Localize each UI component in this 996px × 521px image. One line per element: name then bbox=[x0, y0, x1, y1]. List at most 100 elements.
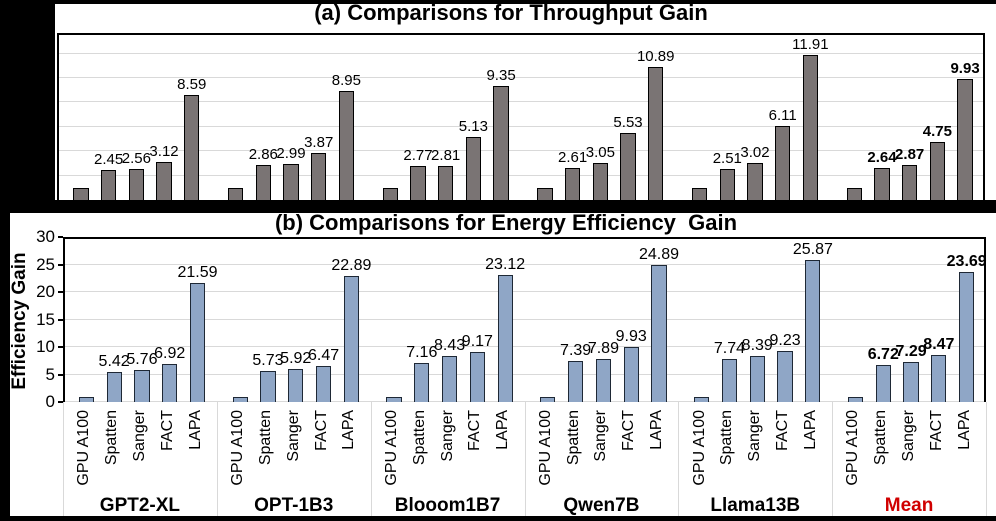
bar-sanger bbox=[903, 361, 919, 402]
bar-gpu-a100 bbox=[386, 396, 402, 402]
y-axis-tick-label: 10 bbox=[36, 337, 55, 356]
bar-value-label: 3.12 bbox=[149, 142, 179, 160]
x-tick-label-slot: Spatten bbox=[716, 410, 738, 502]
bar-fact bbox=[315, 366, 332, 402]
x-tick-label: LAPA bbox=[340, 410, 358, 450]
y-axis-tick-mark bbox=[58, 263, 63, 266]
y-axis-tick-label: 5 bbox=[45, 364, 55, 384]
bar-value-label: 6.92 bbox=[154, 344, 186, 362]
bar-sanger bbox=[441, 355, 458, 402]
bar-value-label: 2.51 bbox=[712, 150, 742, 168]
category-separator bbox=[678, 402, 680, 516]
chart-b-title: (b) Comparisons for Energy Efficiency Ga… bbox=[274, 213, 738, 235]
x-tick-label: LAPA bbox=[955, 410, 973, 450]
category-separator bbox=[216, 402, 218, 516]
x-tick-label-slot: FACT bbox=[464, 410, 486, 502]
bar-spatten bbox=[721, 359, 738, 402]
bar-gpu-a100 bbox=[694, 396, 710, 402]
x-tick-label-slot: Sanger bbox=[590, 410, 612, 502]
x-tick-label: FACT bbox=[620, 410, 638, 451]
x-tick-label-slot: GPU A100 bbox=[73, 410, 95, 502]
bar-value-label: 6.72 bbox=[867, 346, 899, 364]
x-tick-label: Sanger bbox=[284, 410, 302, 462]
bar-value-label: 23.12 bbox=[485, 255, 526, 273]
bar-value-label: 5.73 bbox=[252, 351, 284, 369]
bar-spatten bbox=[101, 170, 117, 200]
bar-sanger bbox=[747, 163, 763, 200]
chart-a-plot-area: 2.45 2.56 3.12 8.59 2.86 2.99 3.87 8.95 2.77 2.81… bbox=[57, 33, 985, 200]
bar-lapa bbox=[343, 276, 359, 402]
bar-spatten bbox=[255, 165, 271, 200]
x-tick-label: Spatten bbox=[256, 410, 274, 466]
x-tick-label-slot: Spatten bbox=[870, 410, 892, 502]
bar-lapa bbox=[651, 265, 667, 402]
category-separator bbox=[370, 402, 372, 516]
bar-gpu-a100 bbox=[78, 396, 94, 402]
bar-gpu-a100 bbox=[846, 187, 862, 200]
bar-value-label: 2.56 bbox=[121, 149, 151, 167]
x-tick-label: Sanger bbox=[900, 410, 918, 462]
y-axis-tick-label: 20 bbox=[36, 282, 55, 301]
y-axis-tick-mark bbox=[58, 236, 63, 238]
chart-a-panel: (a) Comparisons for Throughput Gain 2.45… bbox=[55, 4, 996, 200]
bar-gpu-a100 bbox=[73, 187, 89, 200]
gridline bbox=[59, 52, 983, 54]
bar-fact bbox=[156, 161, 172, 200]
bar-sanger bbox=[595, 358, 611, 402]
bar-value-label: 5.13 bbox=[458, 118, 488, 136]
bar-spatten bbox=[719, 169, 735, 200]
bar-value-label: 10.89 bbox=[636, 48, 675, 66]
x-tick-label-slot: GPU A100 bbox=[842, 410, 864, 502]
x-tick-label-slot: Spatten bbox=[563, 410, 585, 502]
bar-lapa bbox=[189, 283, 206, 402]
category-separator bbox=[986, 402, 987, 516]
bar-lapa bbox=[493, 86, 509, 200]
gridline bbox=[59, 174, 983, 176]
category-separator bbox=[832, 402, 834, 516]
x-tick-label-slot: GPU A100 bbox=[381, 410, 403, 502]
bar-gpu-a100 bbox=[847, 396, 864, 402]
x-tick-label-slot: Sanger bbox=[129, 410, 151, 502]
bar-value-label: 7.16 bbox=[406, 343, 438, 361]
x-tick-label: GPU A100 bbox=[536, 410, 554, 486]
x-tick-label: GPU A100 bbox=[229, 410, 247, 486]
gridline bbox=[65, 318, 984, 320]
bar-sanger bbox=[283, 163, 299, 200]
bar-spatten bbox=[410, 166, 426, 200]
bar-value-label: 2.45 bbox=[94, 151, 124, 169]
x-tick-label-slot: FACT bbox=[926, 410, 948, 502]
bar-fact bbox=[777, 351, 793, 402]
x-tick-label-slot: Sanger bbox=[744, 410, 766, 502]
bar-value-label: 6.11 bbox=[768, 106, 797, 124]
bar-value-label: 7.89 bbox=[587, 339, 619, 357]
x-tick-label: LAPA bbox=[801, 410, 819, 450]
x-tick-label-slot: FACT bbox=[311, 410, 333, 502]
bar-value-label: 21.59 bbox=[177, 264, 218, 282]
chart-b-panel: (b) Comparisons for Energy Efficiency Ga… bbox=[10, 213, 996, 516]
x-tick-label-slot: LAPA bbox=[800, 410, 822, 502]
bar-value-label: 2.86 bbox=[248, 146, 278, 164]
bar-value-label: 2.61 bbox=[558, 149, 588, 167]
bar-value-label: 3.87 bbox=[304, 133, 334, 151]
y-axis-tick-mark bbox=[58, 373, 63, 376]
x-axis-line bbox=[65, 401, 984, 402]
x-tick-label: GPU A100 bbox=[690, 410, 708, 486]
y-axis-tick-mark bbox=[58, 318, 63, 321]
x-tick-label: FACT bbox=[774, 410, 792, 451]
x-tick-label: FACT bbox=[312, 410, 330, 451]
bar-value-label: 9.93 bbox=[615, 328, 647, 346]
category-label-mean: Mean bbox=[884, 495, 934, 516]
x-tick-label: GPU A100 bbox=[844, 410, 862, 486]
bar-spatten bbox=[260, 370, 276, 402]
bar-value-label: 8.95 bbox=[331, 71, 361, 89]
category-separator bbox=[524, 402, 526, 516]
bar-value-label: 5.42 bbox=[98, 353, 130, 371]
bar-value-label: 2.81 bbox=[431, 146, 461, 164]
x-tick-label-slot: LAPA bbox=[646, 410, 668, 502]
x-tick-label: LAPA bbox=[186, 410, 204, 450]
x-tick-label-slot: GPU A100 bbox=[689, 410, 711, 502]
gridline bbox=[59, 77, 983, 79]
category-label-blooom1b7: Blooom1B7 bbox=[394, 495, 501, 516]
x-tick-label: Spatten bbox=[872, 410, 890, 466]
